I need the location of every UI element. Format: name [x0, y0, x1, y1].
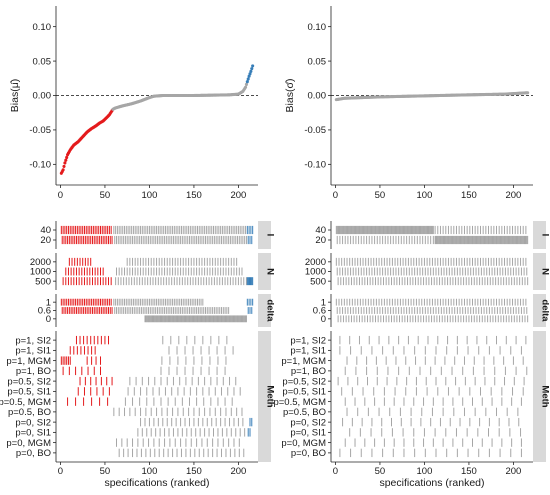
- y-tick-label: -0.10: [29, 160, 51, 171]
- row-label: 20: [315, 235, 326, 246]
- row-label: p=0, BO: [291, 448, 326, 459]
- facet-strip-label: N: [540, 268, 550, 275]
- x-tick-label: 200: [230, 190, 246, 201]
- row-label: 500: [310, 276, 326, 287]
- x-tick-label: 0: [58, 466, 63, 477]
- x-tick-label: 50: [100, 466, 111, 477]
- data-point: [63, 161, 66, 164]
- y-tick-label: -0.10: [304, 160, 326, 171]
- row-label: 0: [46, 314, 51, 325]
- x-tick-label: 200: [230, 466, 246, 477]
- data-point: [526, 91, 529, 94]
- x-tick-label: 0: [333, 190, 338, 201]
- x-tick-label: 0: [333, 466, 338, 477]
- y-tick-label: -0.05: [29, 125, 51, 136]
- data-point: [250, 67, 253, 70]
- data-point: [251, 64, 254, 67]
- facet-strip-label: delta: [540, 299, 550, 322]
- facet-strip-label: N: [265, 268, 276, 275]
- x-tick-label: 100: [417, 190, 433, 201]
- x-tick-label: 200: [505, 190, 521, 201]
- data-point: [62, 165, 65, 168]
- facet-strip-label: I: [540, 234, 550, 237]
- y-tick-label: 0.00: [308, 91, 327, 102]
- x-tick-label: 100: [142, 190, 158, 201]
- y-tick-label: 0.00: [33, 91, 52, 102]
- row-label: 500: [35, 276, 51, 287]
- x-tick-label: 100: [142, 466, 158, 477]
- x-tick-label: 50: [375, 190, 386, 201]
- x-tick-label: 0: [58, 190, 63, 201]
- data-point: [64, 159, 67, 162]
- y-tick-label: 0.05: [33, 56, 52, 67]
- x-axis-title: specifications (ranked): [379, 477, 484, 489]
- facet-strip-label: I: [265, 234, 276, 237]
- right-top-panel: -0.10 -0.05 0.00 0.05 0.10 0 50 100 150 200 Bias(σ…: [284, 6, 533, 201]
- y-tick-label: 0.10: [308, 22, 327, 33]
- data-point: [246, 80, 249, 83]
- x-axis-title: specifications (ranked): [104, 477, 209, 489]
- data-point: [245, 83, 248, 86]
- y-tick-label: 0.10: [33, 22, 52, 33]
- y-axis-title: Bias(σ̂): [284, 79, 296, 113]
- x-tick-label: 50: [100, 190, 111, 201]
- x-tick-label: 50: [375, 466, 386, 477]
- facet-strip-label: Meth: [540, 385, 550, 407]
- row-label: p=0, BO: [16, 448, 51, 459]
- x-tick-label: 150: [461, 190, 477, 201]
- facet-strip-label: delta: [265, 299, 276, 322]
- row-label: 0: [321, 314, 326, 325]
- y-tick-label: 0.05: [308, 56, 327, 67]
- y-axis-title: Bias(μ̂): [9, 79, 21, 112]
- data-point: [249, 70, 252, 73]
- x-tick-label: 200: [505, 466, 521, 477]
- data-point: [247, 77, 250, 80]
- y-tick-label: -0.05: [304, 125, 326, 136]
- x-tick-label: 150: [186, 466, 202, 477]
- left-top-panel: -0.10 -0.05 0.00 0.05 0.10 0 50 100 150 200 Bias(μ…: [9, 6, 258, 201]
- x-tick-label: 150: [186, 190, 202, 201]
- data-point: [65, 156, 68, 159]
- data-point: [62, 168, 65, 171]
- row-label: 20: [40, 235, 51, 246]
- data-point: [244, 86, 247, 89]
- x-tick-label: 100: [417, 466, 433, 477]
- x-tick-label: 150: [461, 466, 477, 477]
